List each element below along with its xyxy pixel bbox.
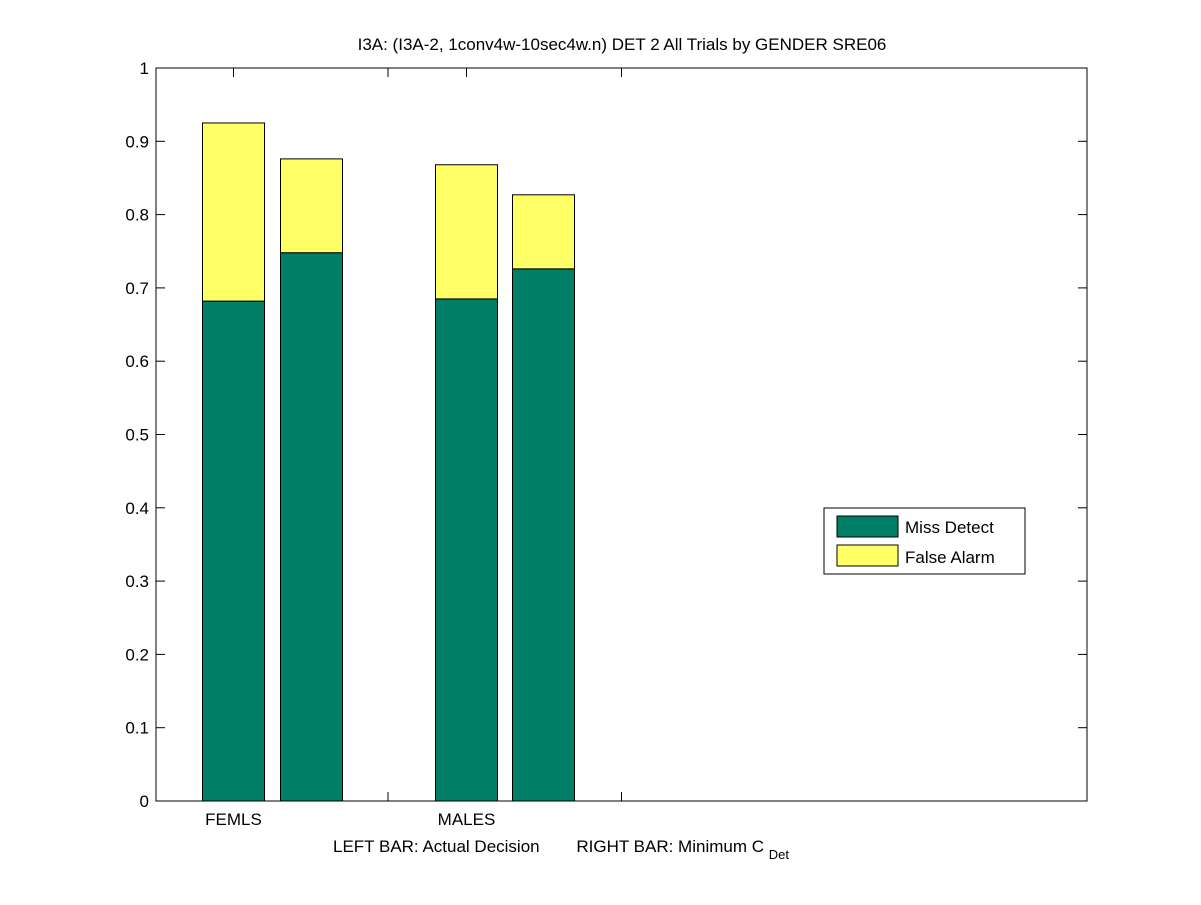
y-tick-label-8: 0.8 xyxy=(125,206,149,225)
y-tick-label-0: 0 xyxy=(140,792,149,811)
x-axis-label-left: LEFT BAR: Actual Decision xyxy=(333,837,540,856)
bar-males-1-false-alarm xyxy=(512,194,575,270)
chart-title: I3A: (I3A-2, 1conv4w-10sec4w.n) DET 2 Al… xyxy=(358,35,887,54)
y-tick-label-7: 0.7 xyxy=(125,279,149,298)
bar-femls-1-miss-detect xyxy=(280,252,343,802)
bar-femls-0-miss-detect xyxy=(202,300,265,802)
legend-swatch-miss-detect xyxy=(836,515,899,538)
bar-femls-0-false-alarm xyxy=(202,122,265,302)
bar-males-1-miss-detect xyxy=(512,268,575,802)
y-tick-label-5: 0.5 xyxy=(125,426,149,445)
legend: Miss Detect False Alarm xyxy=(823,507,1026,575)
legend-swatch-false-alarm xyxy=(836,544,899,567)
y-tick-label-6: 0.6 xyxy=(125,352,149,371)
x-axis: FEMLS MALES xyxy=(205,68,622,829)
y-tick-label-3: 0.3 xyxy=(125,572,149,591)
x-axis-label: LEFT BAR: Actual Decision RIGHT BAR: Min… xyxy=(333,837,789,862)
bar-femls-1-false-alarm xyxy=(280,158,343,254)
y-tick-label-4: 0.4 xyxy=(125,499,149,518)
x-tick-label-femls: FEMLS xyxy=(205,810,262,829)
x-tick-label-males: MALES xyxy=(438,810,496,829)
x-axis-label-right: RIGHT BAR: Minimum C xyxy=(576,837,764,856)
x-axis-label-subscript: Det xyxy=(769,847,790,862)
y-tick-label-10: 1 xyxy=(140,59,149,78)
y-axis: 0 0.1 0.2 0.3 0.4 0.5 0.6 0.7 0.8 0.9 1 xyxy=(125,59,1087,811)
y-tick-label-9: 0.9 xyxy=(125,132,149,151)
bar-males-0-false-alarm xyxy=(435,164,498,300)
bar-males-0-miss-detect xyxy=(435,298,498,802)
legend-label-false-alarm: False Alarm xyxy=(905,548,995,567)
y-tick-label-2: 0.2 xyxy=(125,645,149,664)
bars xyxy=(202,122,575,802)
legend-label-miss-detect: Miss Detect xyxy=(905,518,994,537)
y-tick-label-1: 0.1 xyxy=(125,719,149,738)
